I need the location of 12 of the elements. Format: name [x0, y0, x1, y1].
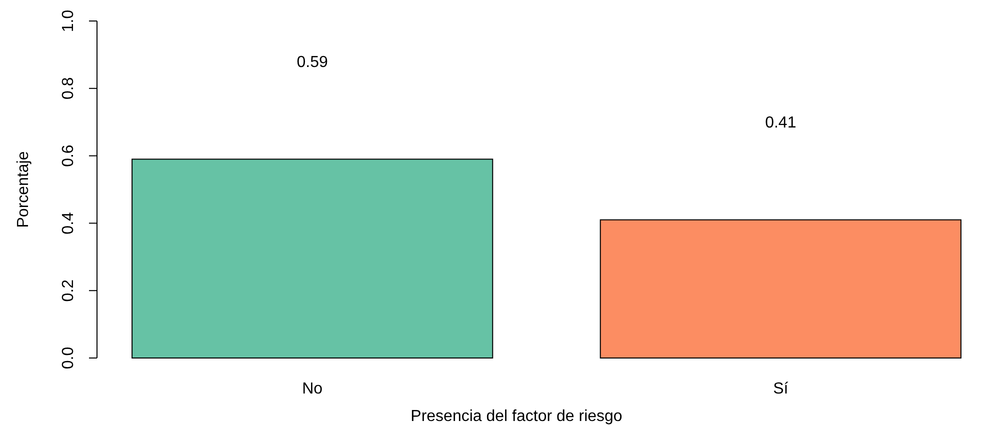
x-tick-label: No [302, 380, 323, 398]
y-tick-label: 0.0 [60, 346, 77, 370]
y-tick-label: 0.4 [60, 212, 77, 234]
y-tick-label: 0.8 [60, 77, 77, 100]
y-tick-label: 1.0 [60, 10, 77, 32]
y-axis-title: Porcentaje [15, 151, 32, 228]
annotation: 0.41 [765, 114, 796, 132]
y-tick-label: 0.6 [60, 144, 77, 167]
x-tick-label: Sí [773, 380, 789, 398]
y-tick-label: 0.2 [60, 279, 77, 302]
x-axis-title: Presencia del factor de riesgo [410, 408, 622, 425]
annotation: 0.59 [296, 54, 328, 72]
